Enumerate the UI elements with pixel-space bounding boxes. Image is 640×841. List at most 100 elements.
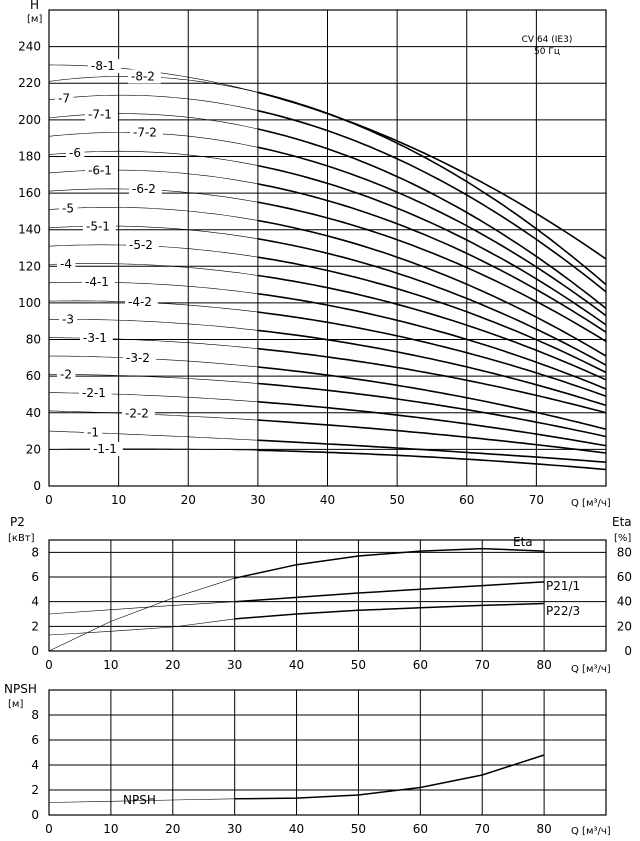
head-x-tick: 20	[181, 493, 196, 507]
npsh-x-tick: 80	[536, 822, 551, 836]
head-curve-label: -5-1	[86, 219, 110, 233]
head-curve	[257, 439, 607, 463]
head-x-tick: 40	[320, 493, 335, 507]
head-curve-low-flow	[48, 263, 258, 276]
npsh-axis-unit: [м]	[8, 699, 23, 710]
head-curve	[257, 128, 607, 310]
head-frame	[48, 9, 607, 487]
head-curve	[257, 164, 607, 326]
head-curve-label: -5	[62, 202, 74, 216]
eta-axis-symbol: Eta	[612, 515, 632, 529]
head-curve	[257, 274, 607, 381]
curve-label-bg	[129, 182, 162, 197]
head-curve-low-flow	[48, 225, 258, 240]
npsh-x-tick: 10	[103, 822, 118, 836]
curve-label-bg	[90, 441, 123, 456]
model-annotation-line2: 50 Гц	[534, 47, 560, 57]
head-y-tick: 180	[18, 149, 41, 163]
npsh-curve-low-flow	[48, 798, 235, 803]
head-y-tick: 20	[26, 442, 41, 456]
head-curve-label: -1	[87, 426, 99, 440]
power-x-tick: 60	[413, 658, 428, 672]
curve-label-bg	[85, 163, 118, 178]
head-y-tick: 240	[18, 40, 41, 54]
power-x-tick: 0	[45, 658, 53, 672]
head-axis-symbol: H	[30, 0, 39, 12]
head-y-tick: 0	[33, 479, 41, 493]
power-frame	[48, 539, 607, 652]
head-curve-low-flow	[48, 113, 258, 130]
head-curve	[257, 419, 607, 454]
power-curve-low-flow	[48, 601, 235, 615]
head-curve-low-flow	[48, 374, 258, 384]
power-x-tick: 10	[103, 658, 118, 672]
head-curve	[257, 449, 607, 471]
npsh-x-tick: 60	[413, 822, 428, 836]
head-x-tick: 50	[389, 493, 404, 507]
head-curve	[257, 293, 607, 390]
head-curve-low-flow	[48, 430, 258, 441]
power-x-tick: 40	[289, 658, 304, 672]
npsh-y-tick: 8	[31, 708, 39, 722]
head-curve-label: -6	[69, 146, 81, 160]
head-curve-label: -3-2	[126, 351, 150, 365]
power-axis-symbol: P2	[10, 515, 25, 529]
head-curve	[257, 91, 607, 286]
npsh-chart: 0 10 20 30 40 50 60 70 80 0 2 4 6 8 NPSH [м] Q [м³/ч]…	[4, 682, 611, 837]
power-curve	[234, 581, 545, 603]
power-curve-low-flow	[48, 577, 235, 652]
head-curve	[257, 183, 607, 333]
power-x-tick: 50	[351, 658, 366, 672]
power-curve	[234, 602, 545, 620]
head-y-tick: 220	[18, 76, 41, 90]
p22-curve-label: P22/3	[546, 604, 580, 618]
head-x-tick: 70	[529, 493, 544, 507]
power-x-tick: 20	[165, 658, 180, 672]
head-curve	[257, 256, 607, 374]
curve-label-bg	[130, 125, 163, 140]
head-curve	[257, 347, 607, 414]
power-x-unit: Q [м³/ч]	[571, 664, 611, 675]
head-y-tick: 40	[26, 406, 41, 420]
curve-label-bg	[84, 425, 103, 440]
curve-label-bg	[126, 238, 159, 253]
power-curve	[234, 547, 545, 579]
power-axis-unit: [кВт]	[8, 533, 35, 544]
npsh-curve-label: NPSH	[123, 793, 156, 807]
npsh-x-tick: 40	[289, 822, 304, 836]
npsh-x-tick: 50	[351, 822, 366, 836]
head-curve	[257, 311, 607, 398]
head-y-tick: 100	[18, 296, 41, 310]
head-curve-label: -2-2	[125, 406, 149, 420]
head-curve-label: -7	[58, 92, 70, 106]
head-curve	[257, 366, 607, 430]
npsh-y-tick: 0	[31, 808, 39, 822]
power-curve-low-flow	[48, 618, 235, 636]
power-y-tick: 8	[31, 545, 39, 559]
head-curve-low-flow	[48, 281, 258, 295]
head-x-tick: 60	[459, 493, 474, 507]
head-curve-label: -5-2	[129, 238, 153, 252]
power-x-tick: 80	[536, 658, 551, 672]
curve-label-bg	[55, 91, 74, 106]
head-x-tick: 30	[250, 493, 265, 507]
head-curve	[257, 238, 607, 366]
curve-label-bg	[82, 275, 115, 290]
head-curve-label: -7-1	[88, 108, 112, 122]
model-annotation-line1: CV 64 (IE3)	[522, 35, 573, 45]
curve-label-bg	[59, 201, 78, 216]
curve-label-bg	[83, 219, 116, 234]
npsh-y-tick: 6	[31, 733, 39, 747]
head-curve	[257, 91, 607, 260]
curve-label-bg	[123, 350, 156, 365]
curve-label-bg	[57, 257, 76, 272]
head-curve-low-flow	[48, 169, 258, 185]
npsh-x-tick: 20	[165, 822, 180, 836]
eta-y-tick: 0	[624, 644, 632, 658]
power-x-tick: 30	[227, 658, 242, 672]
head-curve-low-flow	[49, 319, 258, 331]
head-y-tick: 140	[18, 223, 41, 237]
npsh-x-tick: 0	[45, 822, 53, 836]
npsh-y-tick: 2	[31, 783, 39, 797]
